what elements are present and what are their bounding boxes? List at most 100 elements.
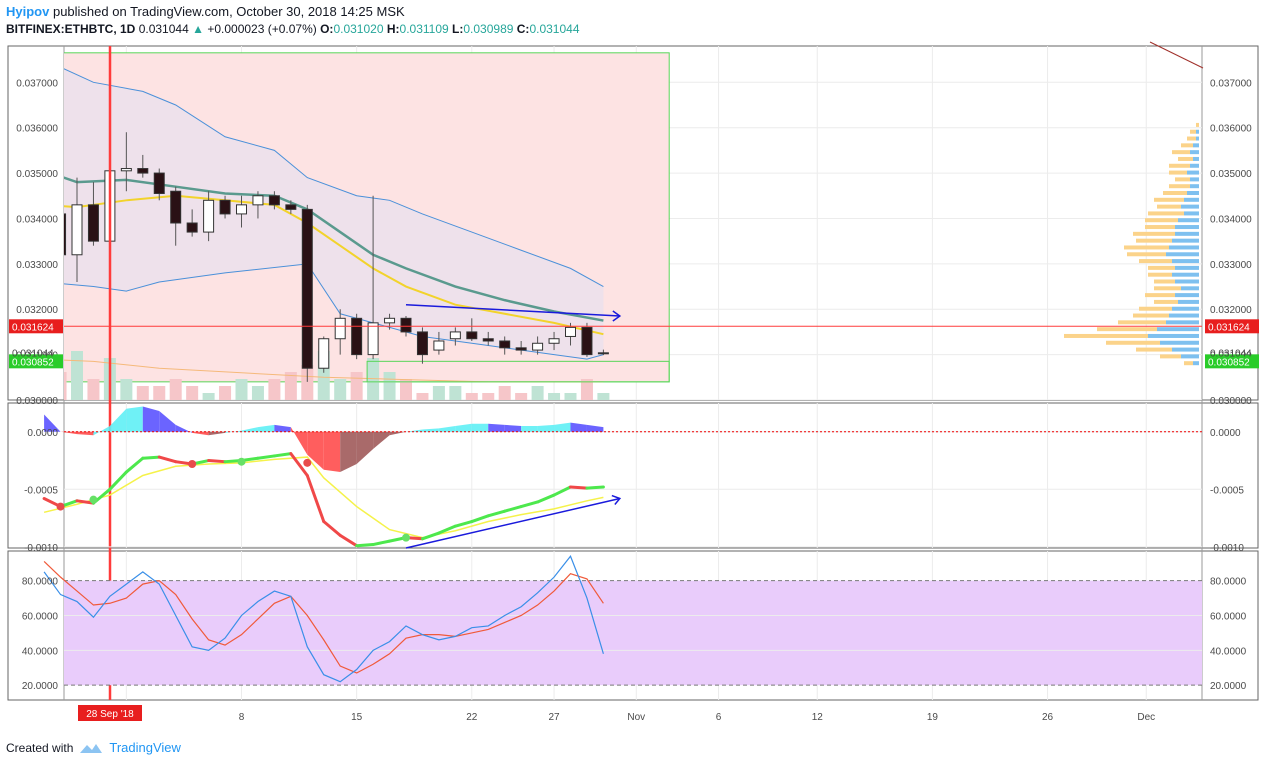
volume-profile-bar <box>1148 211 1184 216</box>
macd-histogram-segment <box>60 431 77 435</box>
close-price-label-left: 0.031044 <box>12 349 54 360</box>
volume-bar <box>580 379 593 400</box>
macd-line-segment <box>470 514 490 524</box>
volume-profile-bar <box>1172 306 1199 311</box>
volume-profile-bar <box>1184 197 1199 202</box>
volume-bar <box>416 393 429 400</box>
volume-bar <box>120 379 133 400</box>
volume-profile-bar <box>1169 313 1199 318</box>
volume-profile-bar <box>1178 218 1199 223</box>
macd-y-tick-left: -0.0005 <box>24 485 58 496</box>
macd-histogram-segment <box>109 408 127 432</box>
volume-profile-bar <box>1175 231 1199 236</box>
macd-divergence-arrow <box>405 497 621 549</box>
x-tick-label: 12 <box>812 712 824 723</box>
symbol-label[interactable]: BITFINEX:ETHBTC, 1D <box>6 22 136 36</box>
volume-profile-bar <box>1181 286 1199 291</box>
candle-body <box>334 317 346 340</box>
macd-histogram-segment <box>422 428 439 432</box>
y-tick-label-left: 0.035000 <box>16 169 58 180</box>
author-link[interactable]: Hyipov <box>6 4 50 19</box>
macd-line-segment <box>536 493 556 504</box>
volume-profile-bar <box>1154 286 1181 291</box>
macd-cross-point <box>56 502 65 511</box>
macd-histogram-segment <box>554 422 571 432</box>
macd-y-tick-left: 0.0000 <box>27 428 58 439</box>
volume-profile-bar <box>1196 122 1199 127</box>
candle-body <box>482 338 494 342</box>
volume-profile-bar <box>1172 259 1199 264</box>
x-tick-label: 27 <box>548 712 560 723</box>
last-price-tag-left-text: 0.031624 <box>12 322 54 333</box>
candle-body <box>186 222 198 233</box>
publish-line: Hyipov published on TradingView.com, Oct… <box>6 4 405 19</box>
volume-profile-bar <box>1193 156 1199 161</box>
y-tick-label-left: 0.036000 <box>16 124 58 135</box>
macd-histogram-segment <box>142 406 160 432</box>
candle-body <box>515 347 527 351</box>
volume-profile-bar <box>1175 225 1199 230</box>
macd-line-segment <box>157 455 178 464</box>
candle-body <box>548 338 560 344</box>
volume-profile-bar <box>1139 259 1172 264</box>
tradingview-brand-link[interactable]: TradingView <box>109 740 181 755</box>
macd-line-segment <box>207 459 227 464</box>
volume-profile-bar <box>1166 252 1199 257</box>
pane-border-2 <box>7 550 1259 701</box>
macd-line-segment <box>141 455 161 460</box>
volume-profile-bar <box>1148 333 1199 338</box>
volume-bar <box>301 365 314 400</box>
volume-bar <box>71 351 83 400</box>
high-value: 0.031109 <box>399 22 449 36</box>
trend-line-top <box>1149 41 1204 69</box>
y-tick-label-left: 0.030000 <box>16 396 58 407</box>
published-text: published on TradingView.com, October 30… <box>52 4 405 19</box>
macd-cross-point <box>237 457 246 466</box>
price-plot <box>64 52 1202 400</box>
volume-profile-bar <box>1133 313 1169 318</box>
macd-histogram-segment <box>438 426 456 432</box>
candle-body <box>285 204 297 210</box>
high-label: H: <box>386 22 400 36</box>
y-tick-label-right: 0.034000 <box>1210 214 1252 225</box>
macd-histogram-segment <box>192 431 209 436</box>
created-with-label: Created with <box>6 740 74 755</box>
y-tick-label-right: 0.037000 <box>1210 78 1252 89</box>
candle-body <box>400 317 412 333</box>
volume-bar <box>449 386 462 400</box>
stoch-y-tick-left: 60.0000 <box>22 611 59 622</box>
macd-histogram-segment <box>93 426 110 436</box>
volume-profile-bar <box>1163 191 1187 195</box>
candle-body <box>170 190 182 224</box>
volume-profile-bar <box>1196 129 1199 134</box>
support-tag-right <box>1205 354 1259 369</box>
volume-profile-bar <box>1127 252 1166 257</box>
volume-bar <box>136 386 149 400</box>
macd-histogram-segment <box>471 423 489 432</box>
tradingview-logo-icon <box>80 743 103 753</box>
macd-line-segment <box>420 531 441 541</box>
low-label: L: <box>452 22 464 36</box>
candle-body <box>499 340 511 349</box>
highlight-date-label: 28 Sep '18 <box>86 709 134 720</box>
volume-profile-bar <box>1178 156 1193 161</box>
volume-profile-bar <box>1184 361 1193 366</box>
stoch-k-line <box>43 555 604 683</box>
volume-profile-bar <box>1181 204 1199 209</box>
x-tick-label: 22 <box>466 712 478 723</box>
macd-histogram-segment <box>323 431 341 473</box>
volume-bar <box>235 379 248 400</box>
volume-profile-bar <box>1181 143 1193 148</box>
candle-body <box>153 172 165 194</box>
y-tick-label-right: 0.033000 <box>1210 260 1252 271</box>
x-tick-label: Dec <box>1137 712 1155 723</box>
close-value: 0.031044 <box>529 22 580 36</box>
macd-line-segment <box>503 505 523 513</box>
candle-body <box>71 204 83 256</box>
close-label: C: <box>516 22 530 36</box>
macd-line-segment <box>305 474 326 524</box>
macd-histogram-segment <box>340 431 357 473</box>
candle-body <box>466 331 478 340</box>
macd-histogram-segment <box>307 431 324 470</box>
